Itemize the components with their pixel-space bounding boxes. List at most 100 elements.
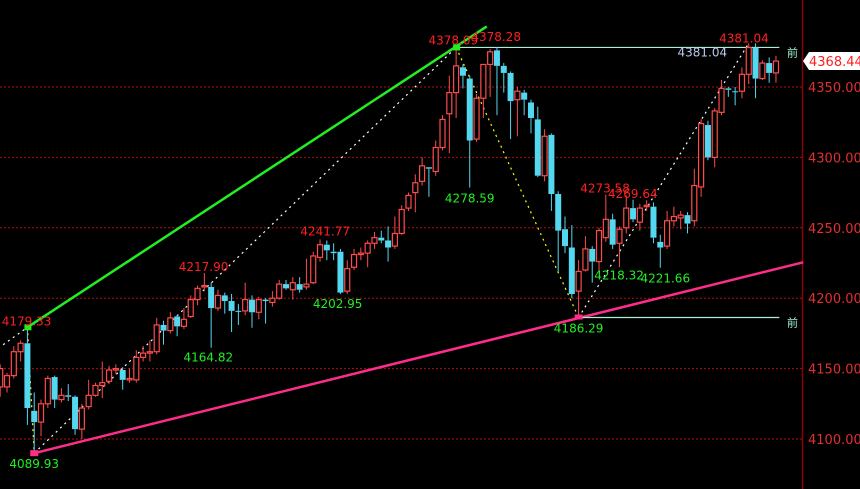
candle-body-up [698,123,705,188]
candle-body-down [562,229,569,247]
candle-body-up [487,51,494,66]
candle-body-up [412,182,419,194]
candle-body-down [51,377,58,400]
pivot-marker [453,44,461,51]
candle-body-down [466,78,473,141]
candle-body-down [248,299,255,313]
candle-body-down [160,324,167,331]
candle-body-up [677,214,684,219]
candle-body-up [133,356,140,381]
candle-body-up [419,165,426,182]
candle-body-down [262,299,269,302]
candle-body-down [119,370,126,380]
price-annotation: 4381.04 [678,45,728,59]
candle-body-up [772,60,780,74]
candle-body-down [500,65,507,73]
candle-body-up [480,63,487,99]
candle-body-up [670,215,677,222]
price-annotation: 4217.90 [179,260,229,274]
candle-body-down [235,310,242,312]
candle-body-up [167,317,174,332]
y-tick-label: 4100.00 [808,433,860,448]
y-tick-label: 4200.00 [808,292,860,307]
candle-body-up [3,375,11,388]
candle-body-down [283,284,290,289]
candle-body-down [630,208,637,220]
candle-body-up [242,299,249,312]
level-tag: 前 [787,45,798,59]
price-annotation: 4164.82 [184,351,234,365]
candle-body-up [595,230,603,263]
y-tick-label: 4300.00 [808,151,860,166]
candle-body-up [17,342,24,353]
candle-body-up [276,283,283,299]
candle-body-down [732,91,739,93]
price-annotation: 4378.09 [429,33,479,47]
candle-body-down [208,286,215,309]
price-annotation: 4218.32 [594,268,644,282]
level-tag: 前 [787,316,798,330]
candle-body-up [439,118,446,149]
price-annotation: 4241.77 [300,224,350,238]
candle-body-up [10,351,17,377]
candle-body-down [555,194,562,231]
candle-body-up [643,204,650,208]
candle-body-up [602,218,609,239]
candle-body-down [548,134,555,195]
candle-body-down [507,72,514,102]
price-annotation: 4378.28 [471,30,521,44]
candle-body-up [616,228,623,244]
candle-body-up [364,242,371,254]
candle-body-up [180,318,188,327]
candle-body-up [214,294,222,309]
candle-body-up [140,352,147,358]
candle-body-up [453,65,460,94]
candle-body-up [473,97,480,140]
pivot-marker [574,314,583,320]
candle-body-up [105,369,113,382]
candle-body-up [718,87,725,113]
candle-body-up [391,232,398,247]
candle-body-up [759,62,766,80]
candle-body-up [623,207,630,229]
pivot-marker [24,324,32,331]
candle-body-up [78,407,85,430]
candle-body-down [425,167,432,169]
candle-body-up [582,248,589,271]
candle-body-up [255,299,262,313]
candle-body-up [514,90,521,101]
candle-body-up [153,324,160,353]
candle-body-down [650,206,657,238]
candle-body-up [85,394,92,408]
candle-body-up [446,92,453,115]
price-annotation: 4089.93 [9,457,59,471]
candle-body-up [310,255,317,284]
price-annotation: 4269.64 [608,187,658,201]
candle-body-up [398,208,405,235]
candle-body-down [174,316,181,327]
candle-body-up [636,207,643,223]
candle-body-down [657,241,664,248]
candle-body-up [201,284,208,288]
candle-body-up [269,297,276,304]
price-annotation: 4273.58 [580,182,630,196]
candle-body-up [303,283,310,288]
candle-body-down [330,251,337,254]
price-annotation: 4278.59 [445,192,495,206]
candle-body-up [405,194,412,209]
trend-line [26,25,488,329]
candle-body-down [337,251,344,293]
candle-body-down [589,248,596,262]
candle-body-up [575,270,582,292]
candle-body-up [0,368,4,388]
candle-body-down [521,92,528,100]
candle-body-up [194,287,201,301]
candle-body-down [609,219,616,245]
candle-body-down [65,395,72,397]
candle-body-down [296,284,303,290]
wave-connector-line [455,47,580,318]
candle-body-down [568,247,575,294]
candle-body-down [221,295,228,302]
